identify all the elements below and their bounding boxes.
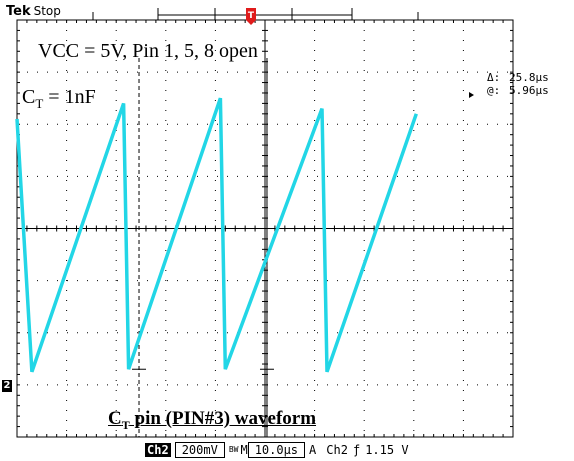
trigger-level-arrow-icon bbox=[469, 92, 474, 98]
main-timebase-label: M bbox=[240, 442, 248, 457]
trigger-slope-icon: ƒ bbox=[352, 442, 361, 457]
acquisition-state: Stop bbox=[33, 4, 61, 18]
delta-label: Δ: bbox=[487, 71, 501, 84]
bandwidth-limit-mark: BW bbox=[228, 445, 239, 454]
trigger-position-label: T bbox=[248, 11, 255, 21]
cursor-position-readout: @: 5.96µs bbox=[487, 84, 549, 97]
waveform-line bbox=[15, 97, 418, 373]
time-per-div: 10.0µs bbox=[247, 441, 306, 458]
channel-chip: Ch2 bbox=[145, 442, 171, 457]
volts-per-div: 200mV bbox=[174, 441, 225, 458]
cursor-lines bbox=[132, 58, 474, 437]
timing-capacitor-label: CT = 1nF bbox=[22, 86, 96, 111]
waveform-caption: CT pin (PIN#3) waveform bbox=[108, 408, 317, 432]
trigger-position-icon bbox=[246, 8, 256, 25]
ct-waveform-trace bbox=[15, 97, 418, 373]
tek-logo: Tek bbox=[6, 4, 31, 19]
trigger-mode: A bbox=[309, 442, 317, 457]
horizontal-position-bar: T bbox=[92, 8, 419, 25]
channel-ground-marker: 2 bbox=[2, 380, 12, 392]
at-value: 5.96µs bbox=[509, 84, 549, 97]
delta-value: 25.8µs bbox=[509, 71, 549, 84]
conditions-label: VCC = 5V, Pin 1, 5, 8 open bbox=[38, 40, 258, 62]
trigger-level: 1.15 V bbox=[365, 442, 409, 457]
trigger-source: Ch2 bbox=[326, 442, 348, 457]
status-bar: Ch2 200mV BW M 10.0µs A Ch2 ƒ 1.15 V bbox=[145, 441, 409, 458]
cursor-delta-readout: Δ: 25.8µs bbox=[487, 71, 549, 84]
scope-status-header: Tek Stop bbox=[6, 4, 61, 19]
at-label: @: bbox=[487, 84, 501, 97]
graticule bbox=[16, 19, 514, 438]
